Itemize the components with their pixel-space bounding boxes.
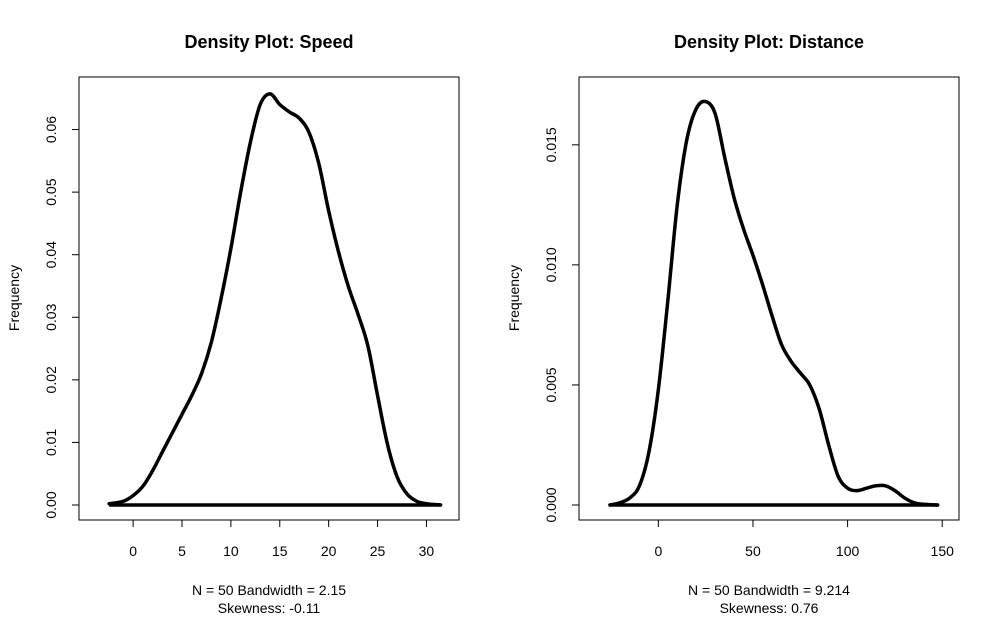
distance-plot-area	[608, 99, 940, 507]
distance-x-axis: 0 50 100 150	[654, 519, 955, 559]
speed-chart-title: Density Plot: Speed	[184, 32, 353, 52]
speed-density-curve	[107, 92, 443, 507]
distance-density-panel: Density Plot: Distance Frequency N = 50 …	[506, 32, 960, 616]
speed-y-tick-label: 0.06	[43, 116, 59, 143]
distance-bandwidth-label: N = 50 Bandwidth = 9.214	[688, 582, 850, 598]
distance-plot-frame	[578, 76, 960, 521]
distance-y-tick-label: 0.010	[543, 247, 559, 282]
speed-bandwidth-label: N = 50 Bandwidth = 2.15	[192, 582, 346, 598]
speed-plot-area	[107, 92, 443, 507]
distance-y-tick-label: 0.005	[543, 367, 559, 402]
distance-skewness-label: Skewness: 0.76	[720, 600, 819, 616]
speed-x-tick-label: 5	[178, 543, 186, 559]
speed-x-tick-label: 10	[223, 543, 239, 559]
speed-x-tick-label: 0	[129, 543, 137, 559]
distance-x-tick-label: 50	[745, 543, 761, 559]
speed-y-axis-label: Frequency	[6, 265, 22, 331]
speed-x-axis: 0 5 10 15 20 25 30	[129, 519, 435, 559]
speed-y-tick-label: 0.00	[43, 491, 59, 518]
speed-x-tick-label: 25	[370, 543, 386, 559]
speed-density-panel: Density Plot: Speed Frequency N = 50 Ban…	[6, 32, 460, 616]
distance-x-tick-label: 100	[836, 543, 860, 559]
speed-y-tick-label: 0.02	[43, 366, 59, 393]
distance-y-axis: 0.000 0.005 0.010 0.015	[543, 127, 580, 523]
speed-x-tick-label: 20	[321, 543, 337, 559]
distance-y-tick-label: 0.015	[543, 127, 559, 162]
speed-x-tick-label: 15	[272, 543, 288, 559]
speed-y-tick-label: 0.03	[43, 303, 59, 330]
speed-y-tick-label: 0.05	[43, 178, 59, 205]
distance-x-tick-label: 0	[654, 543, 662, 559]
speed-y-tick-label: 0.01	[43, 429, 59, 456]
distance-x-tick-label: 150	[931, 543, 955, 559]
distance-y-tick-label: 0.000	[543, 487, 559, 522]
speed-x-tick-label: 30	[419, 543, 435, 559]
distance-y-axis-label: Frequency	[506, 265, 522, 331]
speed-plot-frame	[78, 76, 460, 521]
speed-skewness-label: Skewness: -0.11	[218, 600, 321, 616]
distance-chart-title: Density Plot: Distance	[674, 32, 864, 52]
speed-y-tick-label: 0.04	[43, 241, 59, 268]
speed-y-axis: 0.00 0.01 0.02 0.03 0.04 0.05 0.06	[43, 116, 80, 519]
distance-density-curve	[608, 99, 940, 507]
